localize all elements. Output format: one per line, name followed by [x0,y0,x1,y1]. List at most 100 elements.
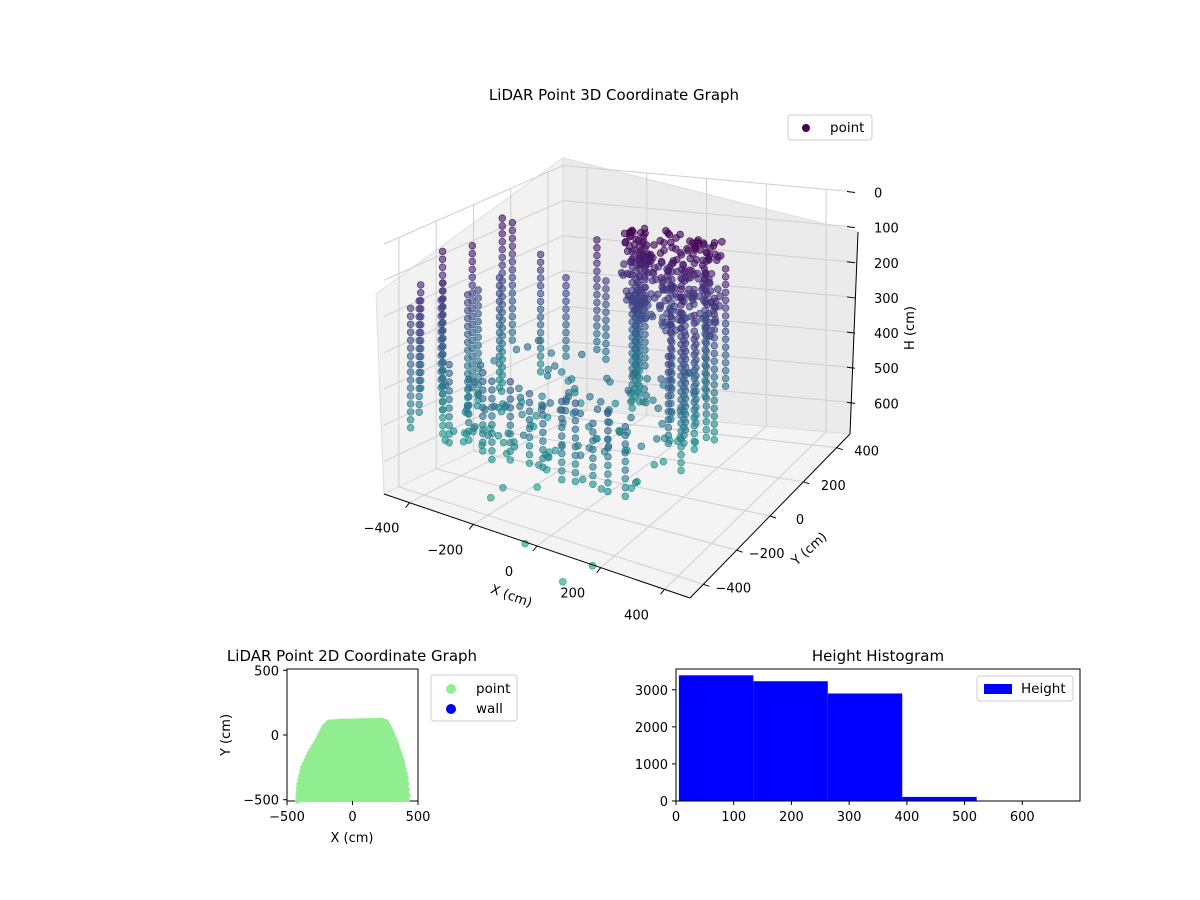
lidar-point-3d [677,309,685,317]
lidar-point-3d [664,439,673,448]
lidar-point-3d [488,447,496,455]
lidar-point-3d [702,370,710,379]
point-2d [295,785,302,791]
lidar-point-3d [465,401,473,409]
lidar-point-3d [586,393,594,401]
lidar-point-3d [495,344,504,353]
point-2d [295,789,301,796]
lidar-point-3d [499,484,507,492]
histogram-bar [827,693,903,801]
lidar-point-3d [702,363,710,371]
point-2d [347,718,353,724]
lidar-point-3d [702,425,710,434]
z-tick-label-3d: 0 [874,187,882,202]
lidar-point-3d [710,310,718,318]
lidar-point-3d [525,416,534,424]
lidar-point-3d [546,399,554,407]
lidar-point-3d [439,366,447,374]
lidar-point-3d [593,244,601,252]
lidar-point-3d [690,414,698,422]
x-tick-label-hist: 0 [672,810,680,825]
lidar-point-3d [593,259,601,267]
lidar-point-3d [677,285,685,293]
lidar-point-3d [406,368,415,376]
histogram-axes [675,668,1081,802]
lidar-point-3d [627,398,635,406]
lidar-point-3d [544,365,552,374]
lidar-point-3d [439,311,447,319]
lidar-point-3d [464,314,472,323]
lidar-point-3d [721,265,730,273]
lidar-point-3d [593,275,601,283]
lidar-point-3d [508,328,517,336]
lidar-point-3d [657,375,665,383]
lidar-point-3d [604,427,612,435]
lidar-point-3d [558,475,566,484]
x-tick-3d [405,502,410,508]
lidar-point-3d [536,258,545,266]
lidar-point-3d [508,312,517,321]
point-2d [295,794,301,800]
lidar-point-3d [439,334,447,343]
lidar-point-3d [464,322,472,331]
lidar-point-3d [593,290,601,299]
lidar-point-3d [710,365,718,373]
z-tick-3d [846,296,856,299]
lidar-point-3d [690,421,698,430]
lidar-point-3d [635,390,644,398]
lidar-point-3d [536,250,545,259]
lidar-point-3d [616,427,624,436]
lidar-point-3d [593,314,601,322]
lidar-point-3d [498,230,506,238]
lidar-point-3d [664,352,673,361]
lidar-point-3d [464,291,472,299]
y-tick-label-2d: 0 [271,729,279,744]
lidar-point-3d [508,266,517,274]
lidar-point-3d [721,343,730,351]
legend-histogram: Height [976,675,1074,702]
x-tick-3d [468,524,474,530]
lidar-point-3d [602,332,610,340]
lidar-point-3d [474,286,482,294]
lidar-point-3d [620,260,628,268]
lidar-point-3d [415,408,423,416]
lidar-point-3d [691,245,699,253]
lidar-point-3d [406,336,415,344]
lidar-point-3d [474,325,482,334]
lidar-point-3d [721,374,730,383]
lidar-point-3d [643,375,651,383]
x-tick-label-hist: 600 [1010,810,1035,825]
lidar-point-3d [417,360,425,369]
lidar-point-3d [571,460,580,468]
lidar-point-3d [710,357,718,365]
lidar-point-3d [680,336,688,345]
lidar-point-3d [479,421,487,429]
lidar-point-3d [539,446,547,454]
x-tick-label-2d: 0 [348,810,356,825]
z-tick-3d [846,401,856,404]
lidar-point-3d [641,283,649,292]
lidar-point-3d [495,376,504,384]
x-tick-label-3d: 200 [560,587,585,602]
lidar-point-3d [558,432,566,440]
point-2d [339,718,345,724]
point-2d [294,798,301,804]
lidar-point-3d [445,369,453,377]
lidar-point-3d [417,352,425,361]
lidar-point-3d [479,447,487,455]
lidar-point-3d [627,484,635,492]
lidar-point-3d [487,494,495,502]
lidar-point-3d [602,340,610,348]
lidar-point-3d [438,255,447,263]
lidar-point-3d [667,336,675,344]
lidar-point-3d [627,413,635,422]
y-tick-label-3d: −200 [749,547,785,562]
lidar-point-3d [481,405,489,414]
lidar-point-3d [593,405,602,413]
lidar-point-3d [439,295,447,303]
lidar-point-3d [406,376,415,384]
lidar-point-3d [445,360,453,369]
lidar-point-3d [666,304,674,313]
lidar-point-3d [558,406,566,414]
lidar-point-3d [647,257,655,265]
